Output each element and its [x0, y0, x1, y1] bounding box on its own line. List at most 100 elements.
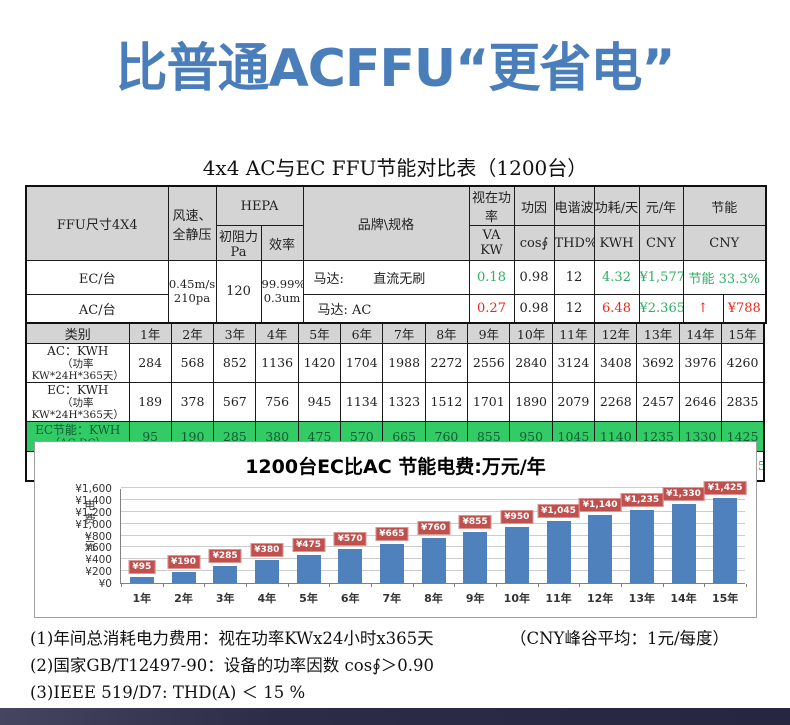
y-tick-label: ¥600 — [85, 542, 112, 555]
bar-label: ¥190 — [166, 554, 201, 569]
bar — [213, 566, 238, 583]
ec-va-value: 0.18 — [468, 260, 515, 295]
ec-motor-value: 直流无刷 — [373, 272, 426, 287]
footnote-3: (3)IEEE 519/D7: THD(A) ＜ 15 % — [30, 683, 306, 702]
year-value-cell: 2272 — [424, 342, 469, 383]
x-axis-tick — [662, 584, 664, 587]
row-label-line1: AC：KWH — [47, 343, 109, 358]
bar-label: ¥950 — [500, 509, 534, 524]
bar-label: ¥1,045 — [537, 503, 580, 518]
year-value-cell: 1701 — [467, 381, 511, 422]
x-tick-label: 1年 — [132, 592, 152, 605]
header-cos-phi: cos∮ — [513, 225, 555, 261]
footnote-1: (1)年间总消耗电力费用：视在功率KWx24小时x365天 （CNY峰谷平均：1… — [30, 625, 770, 652]
header-thd-pct: THD% — [553, 225, 595, 261]
year-value-cell: 1988 — [382, 342, 426, 383]
year-value-cell: 1136 — [255, 342, 299, 383]
header-wind-line2: 全静压 — [172, 227, 212, 243]
bar — [463, 532, 488, 583]
x-axis-tick — [371, 584, 372, 587]
x-axis-tick — [246, 584, 247, 587]
x-axis-tick — [287, 584, 289, 587]
bar-label: ¥1,140 — [578, 498, 622, 513]
year-value-cell: 2457 — [636, 381, 680, 422]
bar-label: ¥1,425 — [703, 481, 747, 496]
x-axis-tick — [412, 584, 414, 587]
comparison-tables: FFU尺寸4X4 风速、 全静压 HEPA 品牌\规格 视在功率 功因 电谐波 功… — [25, 185, 768, 482]
years-table-row: EC：KWH （功率KW*24H*365天） 189 378 567 756 945 1134… — [25, 381, 765, 422]
bar-label: ¥475 — [291, 537, 326, 552]
bar — [713, 498, 738, 583]
x-tick-label: 13年 — [628, 592, 655, 605]
bar — [546, 520, 571, 583]
year-value-cell: 567 — [213, 381, 257, 422]
header-power-per-day: 功耗/天 — [593, 185, 640, 226]
bar-label: ¥285 — [208, 549, 242, 564]
y-tick-label: ¥1,600 — [75, 483, 112, 495]
year-value-cell: 2268 — [594, 381, 638, 422]
x-tick-label: 3年 — [215, 592, 235, 605]
year-header-cell: 8年 — [424, 322, 469, 344]
row-label-line2: （功率KW*24H*365天） — [31, 357, 124, 382]
x-tick-label: 2年 — [174, 592, 193, 605]
x-axis-tick — [579, 584, 581, 587]
x-tick-label: 12年 — [587, 592, 614, 605]
year-header-cell: 9年 — [467, 322, 511, 344]
ec-row-label: EC/台 — [25, 260, 169, 295]
x-tick-label: 14年 — [670, 592, 697, 605]
gridline — [121, 534, 745, 536]
chart-title: 1200台EC比AC 节能电费:万元/年 — [245, 456, 546, 478]
header-yuan-per-year: 元/年 — [638, 185, 684, 226]
x-tick-label: 4年 — [257, 592, 277, 605]
year-value-cell: 852 — [213, 342, 257, 383]
ec-cny-value: ¥1,577 — [638, 260, 684, 295]
row-label-line1: EC：KWH — [47, 382, 109, 397]
year-value-cell: 1134 — [340, 381, 384, 422]
year-header-cell: 11年 — [551, 322, 596, 344]
efficiency-line2: 0.3um — [263, 291, 301, 306]
bar-label: ¥665 — [375, 526, 409, 541]
year-value-cell: 3408 — [594, 342, 638, 383]
footnotes: (1)年间总消耗电力费用：视在功率KWx24小时x365天 （CNY峰谷平均：1… — [30, 625, 770, 706]
year-header-cell: 15年 — [721, 322, 765, 344]
bar — [588, 515, 613, 583]
bar — [421, 537, 446, 583]
header-initial-resistance: 初阻力Pa — [215, 225, 262, 261]
year-value-cell: 284 — [128, 342, 172, 383]
ec-pf-value: 0.98 — [513, 260, 555, 295]
year-value-cell: 3124 — [551, 342, 596, 383]
y-tick-label: ¥1,400 — [75, 494, 112, 507]
year-value-cell: 1704 — [340, 342, 384, 383]
year-header-cell: 4年 — [255, 322, 299, 344]
year-header-cell: 1年 — [128, 322, 172, 344]
header-cny-unit: CNY — [638, 225, 684, 261]
ac-pf-value: 0.98 — [513, 294, 555, 323]
bar — [504, 526, 529, 583]
spec-table: FFU尺寸4X4 风速、 全静压 HEPA 品牌\规格 视在功率 功因 电谐波 功… — [25, 185, 768, 324]
x-axis-tick — [746, 584, 747, 587]
ec-motor-label: 马达: — [313, 272, 344, 287]
year-header-cell: 3年 — [213, 322, 257, 344]
x-axis-tick — [496, 584, 497, 587]
x-tick-label: 9年 — [465, 592, 485, 605]
year-value-cell: 2840 — [509, 342, 553, 383]
ac-va-value: 0.27 — [468, 294, 515, 323]
footer-bar — [0, 708, 790, 725]
page-title: 比普通ACFFU“更省电” — [115, 39, 675, 99]
bar-label: ¥855 — [458, 515, 492, 530]
bar-label: ¥95 — [128, 560, 156, 575]
year-header-cell: 12年 — [594, 322, 638, 344]
row-label-line2: （功率KW*24H*365天） — [31, 396, 124, 421]
ac-cny-value: ¥2.365 — [638, 294, 684, 323]
y-tick-label: ¥400 — [85, 554, 112, 567]
gridline — [121, 498, 745, 500]
x-axis-tick — [121, 584, 122, 587]
ec-savings-pct: 节能 33.3% — [682, 260, 767, 295]
x-tick-label: 8年 — [424, 592, 443, 605]
x-axis-tick — [162, 584, 164, 587]
ac-motor-cell: 马达: AC — [302, 294, 470, 323]
bar — [254, 560, 279, 583]
header-apparent-power: 视在功率 — [468, 185, 515, 226]
year-value-cell: 756 — [255, 381, 299, 422]
bar — [129, 577, 154, 583]
